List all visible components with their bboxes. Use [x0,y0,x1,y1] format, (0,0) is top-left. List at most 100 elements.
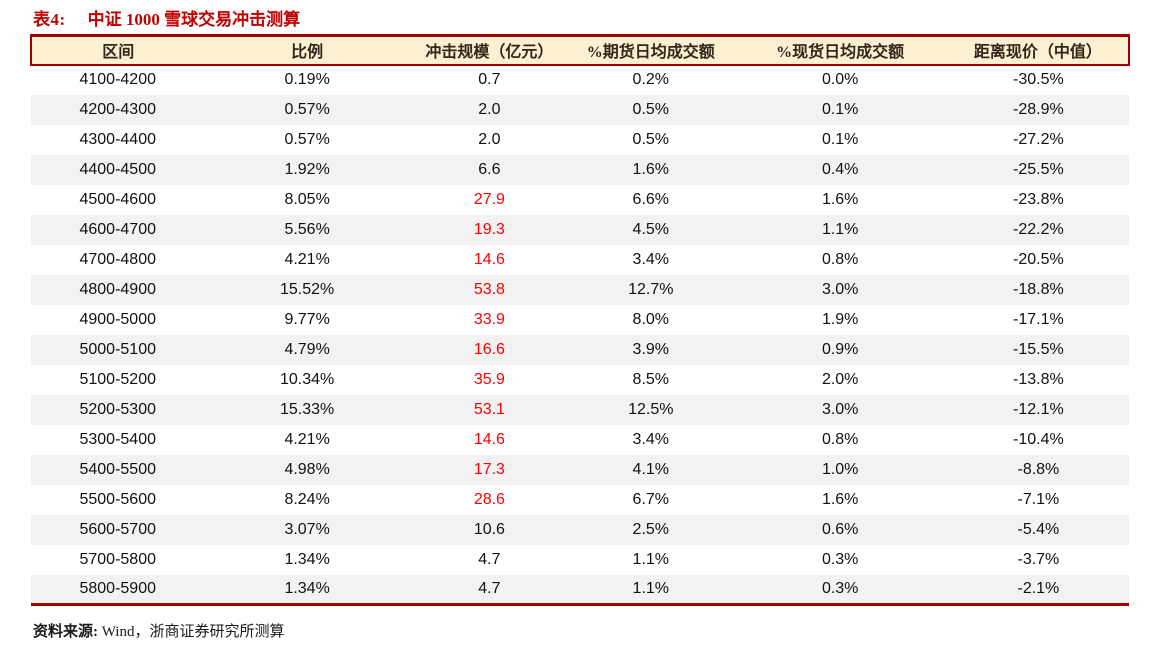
cell-spot: 0.1% [821,100,859,118]
cell-distance: -12.1% [1013,400,1064,418]
cell-futures: 8.0% [632,310,670,328]
cell-range: 4300-4400 [79,130,156,148]
table-row: 4800-4900 15.52% 53.8 12.7% 3.0% -18.8% [31,274,1129,305]
cell-spot: 2.0% [821,370,859,388]
cell-spot: 0.4% [821,160,859,178]
cell-futures: 2.5% [632,520,670,538]
table-row: 5300-5400 4.21% 14.6 3.4% 0.8% -10.4% [31,425,1129,455]
cell-distance: -30.5% [1013,71,1064,88]
column-header-spot: %现货日均成交额 [776,44,905,62]
table-row: 4300-4400 0.57% 2.0 0.5% 0.1% -27.2% [31,125,1129,155]
cell-ratio: 5.56% [284,220,330,238]
cell-spot: 3.0% [821,280,859,298]
cell-spot: 1.1% [821,220,859,238]
cell-range: 4100-4200 [79,71,156,88]
cell-impact: 14.6 [473,430,505,448]
cell-spot: 0.1% [821,130,859,148]
cell-spot: 1.0% [821,460,859,478]
cell-futures: 3.4% [632,430,670,448]
cell-impact: 2.0 [478,130,501,148]
cell-spot: 0.8% [821,250,859,268]
cell-ratio: 0.19% [284,71,330,88]
cell-futures: 0.5% [632,130,670,148]
cell-range: 5600-5700 [79,520,156,538]
table-row: 4700-4800 4.21% 14.6 3.4% 0.8% -20.5% [31,245,1129,275]
cell-spot: 1.9% [821,310,859,328]
cell-range: 4700-4800 [79,250,156,268]
cell-ratio: 4.21% [284,250,330,268]
table-number-label: 表4: [33,10,66,29]
cell-spot: 0.9% [821,340,859,358]
cell-futures: 3.4% [632,250,670,268]
cell-distance: -18.8% [1013,280,1064,298]
cell-ratio: 15.33% [279,400,335,418]
impact-table: 区间 比例 冲击规模（亿元） %期货日均成交额 %现货日均成交额 距离现价（中值… [30,34,1130,606]
cell-futures: 0.2% [632,71,670,88]
cell-futures: 12.7% [628,280,674,298]
table-row: 5600-5700 3.07% 10.6 2.5% 0.6% -5.4% [31,514,1129,545]
cell-range: 5200-5300 [79,400,156,418]
cell-range: 4200-4300 [79,100,156,118]
cell-spot: 1.6% [821,490,859,508]
cell-range: 5800-5900 [79,579,156,597]
column-header-range: 区间 [102,44,135,62]
cell-distance: -20.5% [1013,250,1064,268]
table-row: 5500-5600 8.24% 28.6 6.7% 1.6% -7.1% [31,485,1129,515]
cell-range: 4500-4600 [79,190,156,208]
cell-impact: 2.0 [478,100,501,118]
cell-futures: 1.6% [632,160,670,178]
cell-impact: 4.7 [478,550,501,568]
cell-futures: 6.6% [632,190,670,208]
cell-impact: 19.3 [473,220,505,238]
cell-ratio: 4.98% [284,460,330,478]
cell-range: 4800-4900 [79,280,156,298]
cell-spot: 0.6% [821,520,859,538]
cell-impact: 33.9 [473,310,505,328]
cell-ratio: 1.92% [284,160,330,178]
table-body: 4100-4200 0.19% 0.7 0.2% 0.0% -30.5% 4200-4300… [31,65,1129,605]
cell-ratio: 3.07% [284,520,330,538]
table-header: 区间 比例 冲击规模（亿元） %期货日均成交额 %现货日均成交额 距离现价（中值… [31,35,1129,65]
table-row: 4500-4600 8.05% 27.9 6.6% 1.6% -23.8% [31,185,1129,215]
cell-impact: 0.7 [478,71,501,88]
cell-distance: -5.4% [1017,520,1060,538]
cell-ratio: 1.34% [284,550,330,568]
cell-distance: -25.5% [1013,160,1064,178]
cell-futures: 1.1% [632,550,670,568]
cell-distance: -3.7% [1017,550,1060,568]
cell-ratio: 15.52% [279,280,335,298]
cell-impact: 28.6 [473,490,505,508]
cell-impact: 53.8 [473,280,505,298]
cell-range: 5700-5800 [79,550,156,568]
cell-distance: -17.1% [1013,310,1064,328]
table-row: 5000-5100 4.79% 16.6 3.9% 0.9% -15.5% [31,334,1129,365]
column-header-ratio: 比例 [291,44,324,62]
cell-spot: 0.3% [821,579,859,597]
table-row: 4600-4700 5.56% 19.3 4.5% 1.1% -22.2% [31,214,1129,245]
table-row: 5100-5200 10.34% 35.9 8.5% 2.0% -13.8% [31,365,1129,395]
cell-distance: -10.4% [1013,430,1064,448]
cell-futures: 0.5% [632,100,670,118]
data-source-note: 资料来源: Wind，浙商证券研究所测算 [30,620,1130,641]
cell-impact: 10.6 [473,520,505,538]
cell-ratio: 4.79% [284,340,330,358]
cell-impact: 4.7 [478,579,501,597]
table-row: 5200-5300 15.33% 53.1 12.5% 3.0% -12.1% [31,394,1129,425]
cell-impact: 27.9 [473,190,505,208]
cell-futures: 1.1% [632,579,670,597]
cell-range: 4600-4700 [79,220,156,238]
cell-ratio: 10.34% [279,370,335,388]
cell-range: 4900-5000 [79,310,156,328]
table-row: 4900-5000 9.77% 33.9 8.0% 1.9% -17.1% [31,305,1129,335]
table-row: 5700-5800 1.34% 4.7 1.1% 0.3% -3.7% [31,545,1129,575]
cell-futures: 4.5% [632,220,670,238]
cell-ratio: 0.57% [284,130,330,148]
column-header-distance: 距离现价（中值） [973,44,1102,62]
cell-range: 5400-5500 [79,460,156,478]
cell-distance: -13.8% [1013,370,1064,388]
cell-impact: 53.1 [473,400,505,418]
table-row: 5400-5500 4.98% 17.3 4.1% 1.0% -8.8% [31,454,1129,485]
page-title: 表4: 中证 1000 雪球交易冲击测算 [30,8,1130,34]
cell-futures: 8.5% [632,370,670,388]
